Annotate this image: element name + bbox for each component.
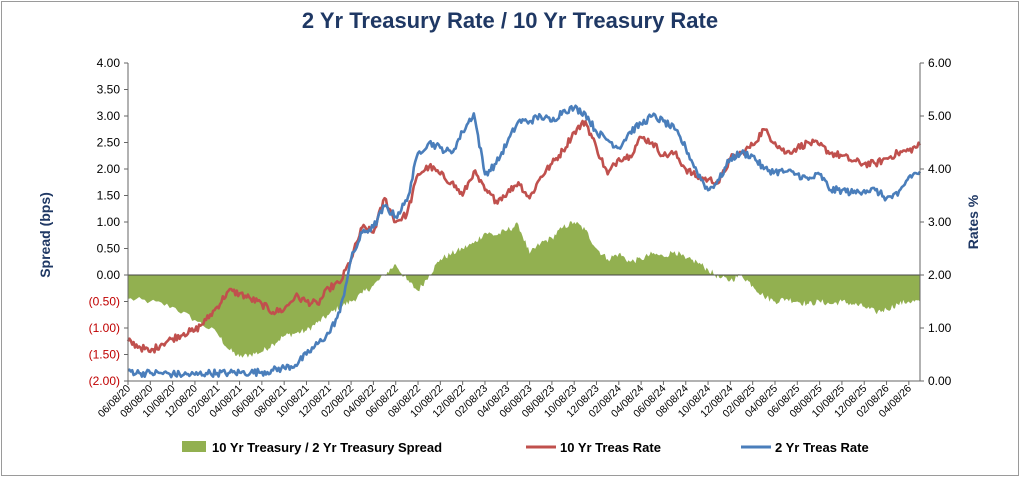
y-right-tick-label: 5.00 bbox=[928, 109, 952, 123]
y-right-tick-label: 0.00 bbox=[928, 374, 952, 388]
y-left-tick-label: 2.50 bbox=[97, 136, 121, 150]
y-left-tick-label: 0.50 bbox=[97, 242, 121, 256]
y-left-tick-label: (2.00) bbox=[89, 374, 120, 388]
spread-area bbox=[128, 221, 920, 358]
legend-label: 10 Yr Treasury / 2 Yr Treasury Spread bbox=[212, 440, 442, 455]
y-right-tick-label: 4.00 bbox=[928, 162, 952, 176]
legend: 10 Yr Treasury / 2 Yr Treasury Spread 10 … bbox=[182, 440, 869, 455]
y-left-tick-label: 3.50 bbox=[97, 83, 121, 97]
y-left-tick-label: 1.00 bbox=[97, 215, 121, 229]
y-left-tick-label: 1.50 bbox=[97, 189, 121, 203]
y-right-tick-label: 6.00 bbox=[928, 56, 952, 70]
y-left-tick-label: (1.50) bbox=[89, 348, 120, 362]
y-left-tick-label: 2.00 bbox=[97, 162, 121, 176]
y-left-tick-label: (1.00) bbox=[89, 321, 120, 335]
chart-title: 2 Yr Treasury Rate / 10 Yr Treasury Rate bbox=[301, 8, 719, 33]
legend-label: 2 Yr Treas Rate bbox=[775, 440, 869, 455]
y-left-tick-label: (0.50) bbox=[89, 295, 120, 309]
series-line-2yr bbox=[127, 104, 922, 379]
series-line-10yr bbox=[126, 119, 922, 354]
y-right-tick-label: 1.00 bbox=[928, 321, 952, 335]
rate-lines-layer bbox=[126, 104, 922, 379]
y-left-tick-label: 0.00 bbox=[97, 268, 121, 282]
spread-area-layer bbox=[128, 221, 920, 358]
y-right-tick-label: 3.00 bbox=[928, 215, 952, 229]
y-axis-label-left: Spread (bps) bbox=[37, 192, 53, 278]
y-axis-label-right: Rates % bbox=[965, 194, 981, 249]
y-right-tick-label: 2.00 bbox=[928, 268, 952, 282]
y-left-tick-label: 3.00 bbox=[97, 109, 121, 123]
legend-label: 10 Yr Treas Rate bbox=[560, 440, 661, 455]
legend-key-spread bbox=[182, 441, 206, 452]
y-left-tick-label: 4.00 bbox=[97, 56, 121, 70]
